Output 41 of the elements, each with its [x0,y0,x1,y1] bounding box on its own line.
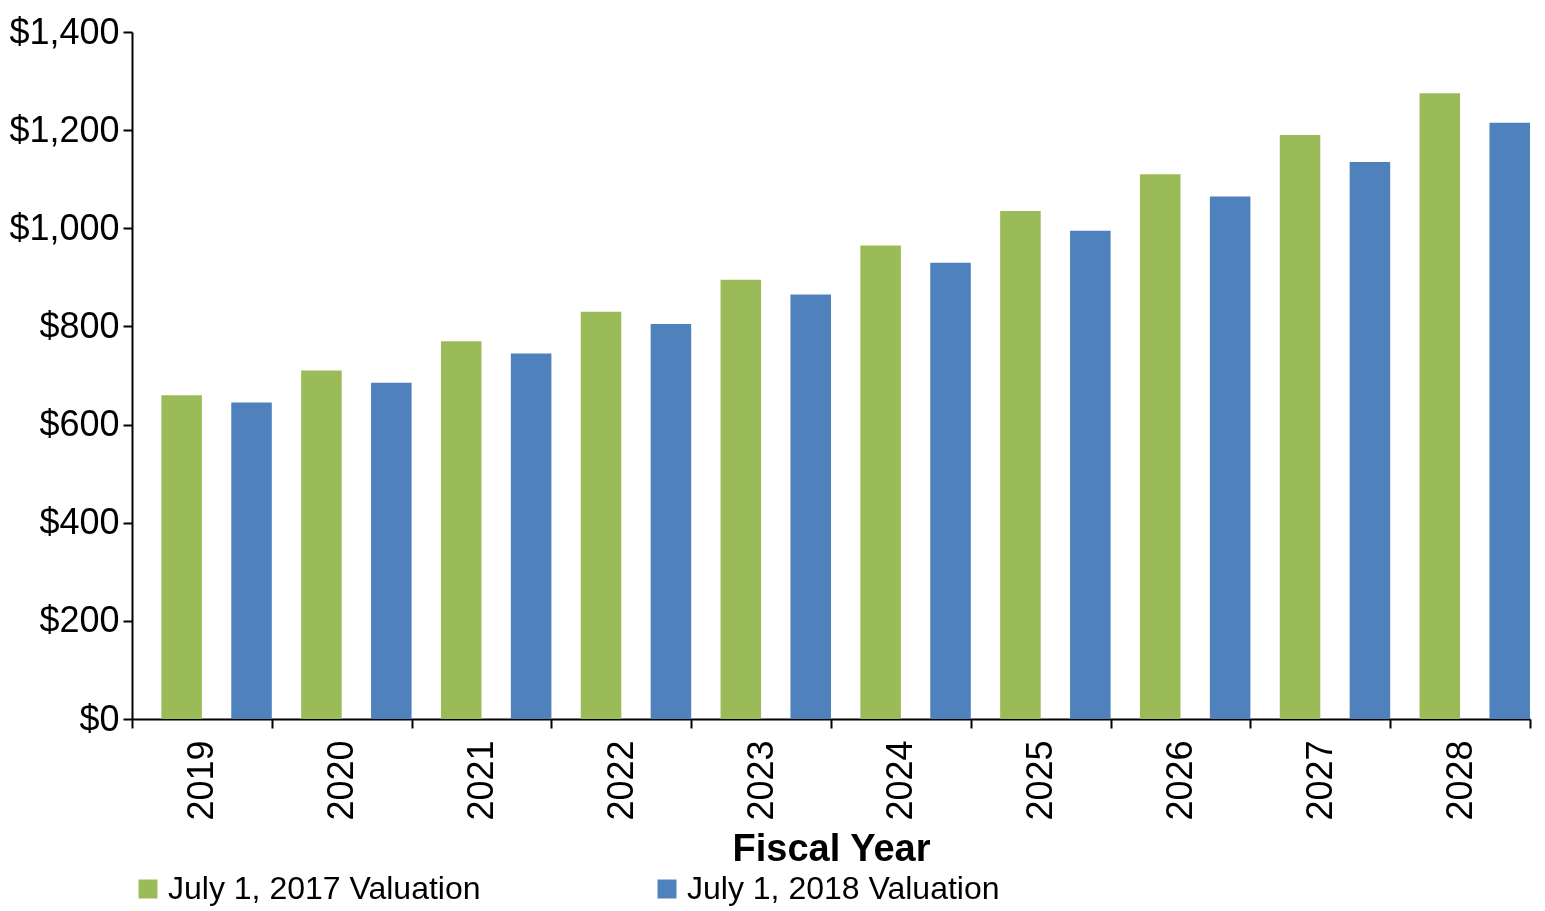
bar [580,311,622,719]
x-tick-label: 2021 [460,740,501,821]
bar [1209,196,1251,719]
bar [790,294,831,719]
x-tick-label: 2026 [1159,740,1200,821]
bar [1279,135,1321,719]
bar [440,341,482,719]
bar [510,353,552,719]
y-tick-label: $400 [39,501,120,543]
bar [720,279,762,719]
y-tick-label: $200 [39,599,120,641]
bar [930,262,971,719]
bar [371,382,412,719]
y-tick-label: $1,200 [9,108,120,150]
x-tick-label: 2019 [180,740,222,821]
bar [231,402,272,719]
bar [161,395,202,719]
y-tick-label: $1,400 [9,10,120,52]
legend-label: July 1, 2018 Valuation [687,870,1000,906]
bar [1139,174,1181,719]
legend-label: July 1, 2017 Valuation [168,870,481,906]
y-tick-label: $0 [79,697,120,739]
bar [860,245,901,719]
x-tick-label: 2024 [879,740,921,821]
x-tick-label: 2023 [739,740,781,821]
bar [1070,230,1111,719]
bar [1489,122,1530,719]
y-tick-label: $800 [39,304,120,346]
bar [1419,93,1461,719]
bar [650,323,692,719]
x-tick-label: 2020 [320,740,362,821]
x-axis-title: Fiscal Year [732,826,931,869]
x-tick-label: 2027 [1298,740,1340,821]
x-tick-label: 2028 [1438,740,1480,821]
y-tick-label: $1,000 [9,206,120,248]
bar [1000,211,1041,719]
x-tick-label: 2022 [599,740,641,821]
x-tick-label: 2025 [1019,740,1061,821]
bar [1349,162,1391,719]
bar [301,370,342,719]
y-tick-label: $600 [39,403,120,445]
